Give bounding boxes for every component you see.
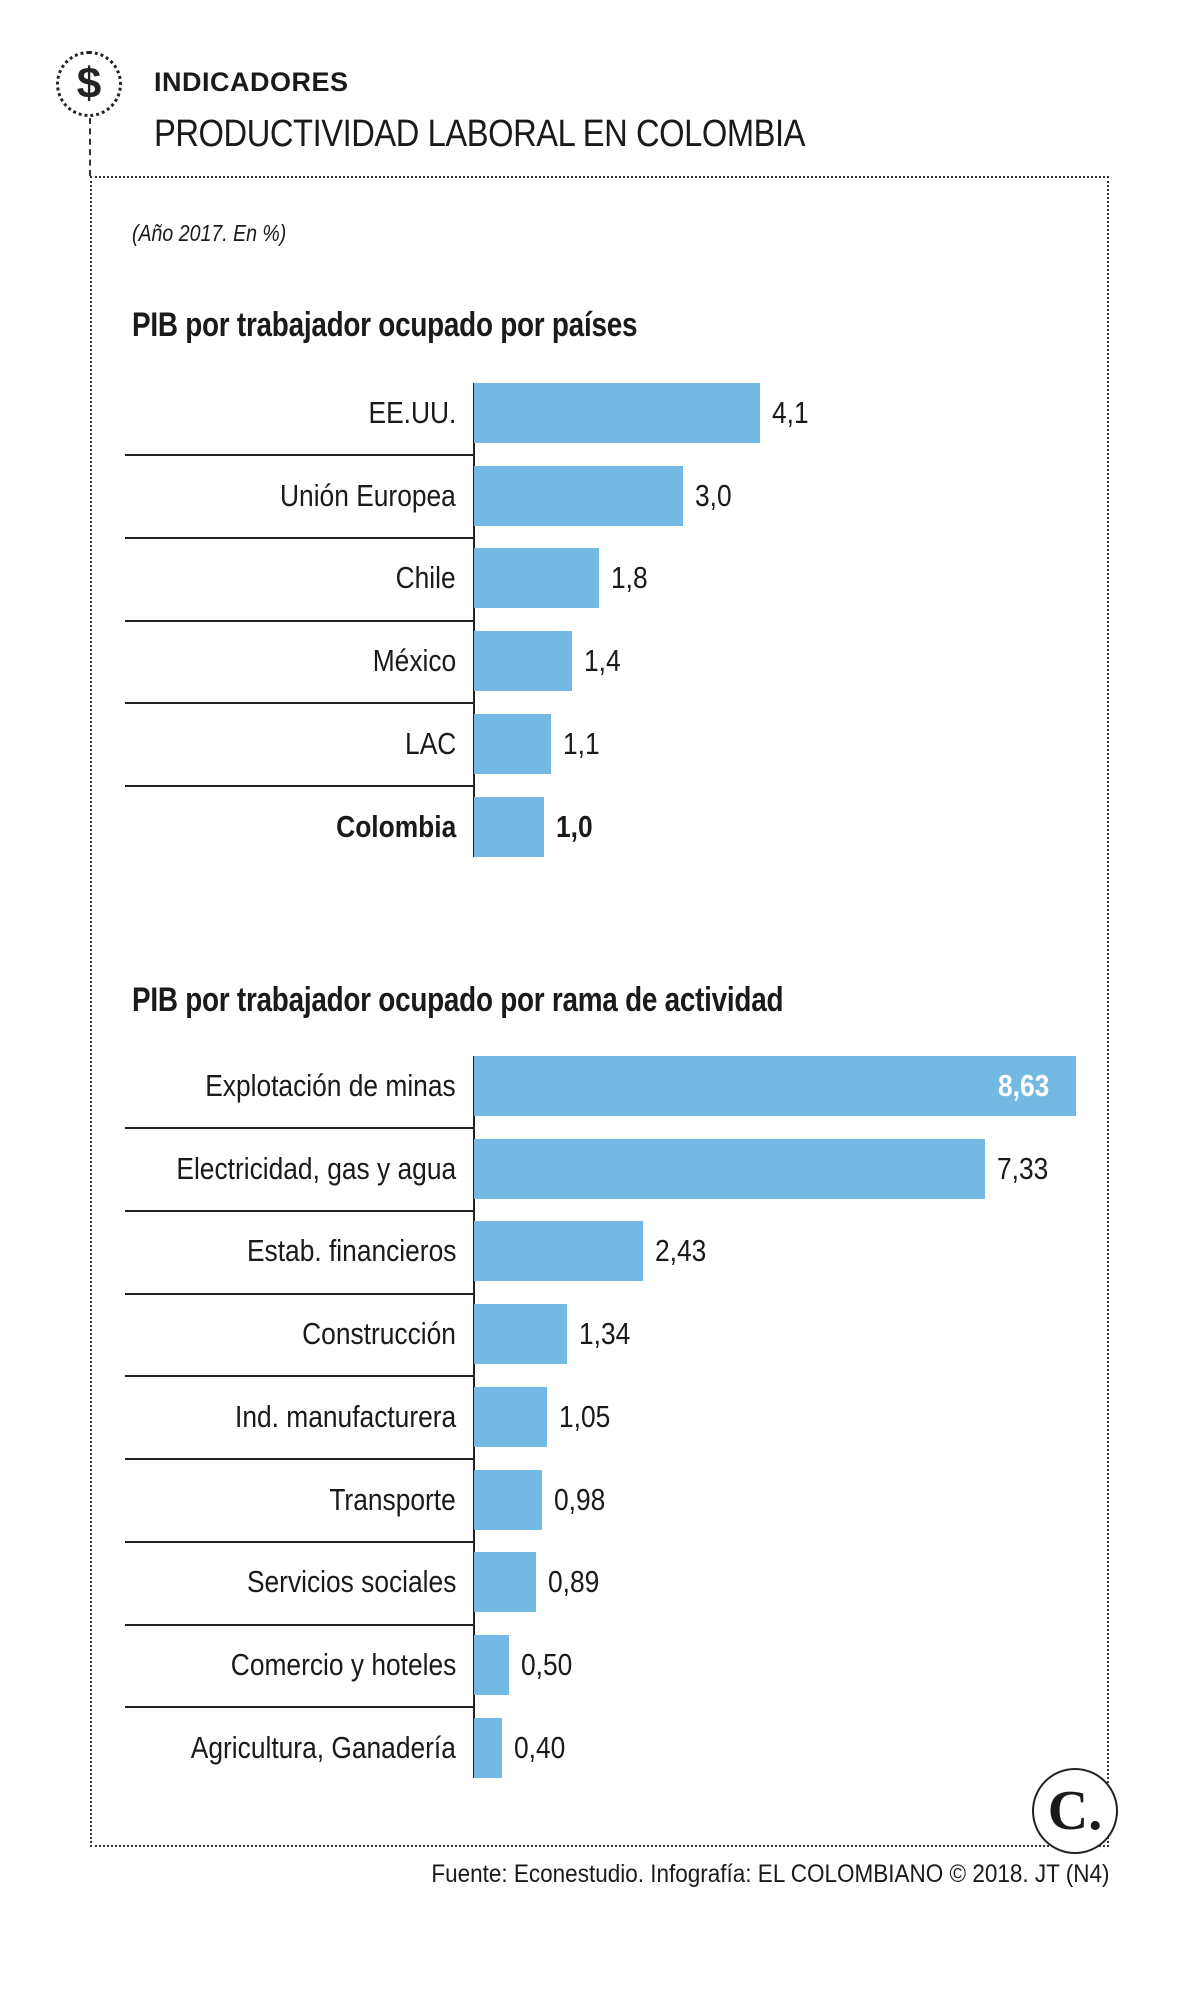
bar (474, 631, 572, 692)
chart-axis (473, 383, 475, 857)
bar (474, 1056, 1076, 1116)
connector-line (89, 118, 91, 176)
bar (474, 383, 760, 443)
bar (474, 1717, 502, 1778)
category-label: Chile (395, 560, 456, 596)
row-separator (125, 454, 474, 457)
bar (474, 548, 600, 609)
value-label: 0,98 (554, 1481, 606, 1517)
category-label: Transporte (329, 1481, 456, 1517)
row-separator (125, 1127, 474, 1130)
row-separator (125, 537, 474, 540)
bar (474, 1221, 644, 1282)
page-title: PRODUCTIVIDAD LABORAL EN COLOMBIA (154, 113, 806, 155)
row-separator (125, 619, 474, 622)
category-label: Construcción (302, 1316, 456, 1352)
value-label: 0,50 (520, 1646, 573, 1682)
bar (474, 1386, 548, 1447)
category-label: EE.UU. (368, 395, 456, 430)
row-separator (125, 1540, 474, 1543)
category-label: Agricultura, Ganadería (190, 1729, 456, 1765)
bar (474, 1138, 985, 1199)
category-label: Electricidad, gas y agua (176, 1150, 456, 1186)
category-label: Explotación de minas (205, 1068, 456, 1103)
row-separator (125, 1458, 474, 1461)
value-label: 2,43 (655, 1233, 707, 1269)
value-label: 7,33 (996, 1150, 1049, 1186)
row-separator (125, 1623, 474, 1626)
category-label: Colombia (335, 808, 456, 844)
row-separator (125, 1292, 474, 1295)
value-label: 1,05 (559, 1398, 611, 1434)
value-label: 3,0 (695, 477, 732, 513)
bar (474, 796, 544, 857)
category-label: LAC (404, 725, 456, 761)
bar (474, 1304, 568, 1365)
chart-2-title: PIB por trabajador ocupado por rama de a… (132, 981, 784, 1019)
value-label: 8,63 (997, 1068, 1049, 1103)
value-label: 1,0 (555, 808, 593, 844)
dollar-icon: $ (56, 51, 122, 117)
category-label: Estab. financieros (246, 1233, 456, 1269)
category-label: Comercio y hoteles (230, 1646, 456, 1682)
value-label: 1,4 (583, 643, 621, 679)
row-separator (125, 1706, 474, 1709)
value-label: 0,40 (513, 1729, 566, 1765)
bar (474, 1634, 509, 1695)
source-footer: Fuente: Econestudio. Infografía: EL COLO… (430, 1860, 1109, 1888)
value-label: 1,8 (611, 560, 649, 596)
category-label: Ind. manufacturera (234, 1398, 456, 1434)
row-separator (125, 702, 474, 705)
chart-1-title: PIB por trabajador ocupado por países (132, 306, 638, 344)
value-label: 0,89 (548, 1564, 600, 1600)
bar (474, 1552, 537, 1613)
category-label: Servicios sociales (246, 1564, 456, 1600)
category-label: México (372, 643, 456, 679)
el-colombiano-logo: C. (1032, 1768, 1118, 1854)
value-label: 4,1 (771, 395, 809, 430)
value-label: 1,34 (579, 1316, 631, 1352)
row-separator (125, 1210, 474, 1213)
section-kicker: INDICADORES (154, 67, 349, 97)
row-separator (125, 1375, 474, 1378)
row-separator (125, 785, 474, 788)
bar (474, 713, 551, 774)
bar (474, 1469, 543, 1530)
bar (474, 465, 684, 526)
value-label: 1,1 (562, 725, 600, 761)
chart-frame (90, 176, 1109, 1847)
chart-subtitle: (Año 2017. En %) (132, 220, 287, 246)
category-label: Unión Europea (280, 477, 456, 513)
